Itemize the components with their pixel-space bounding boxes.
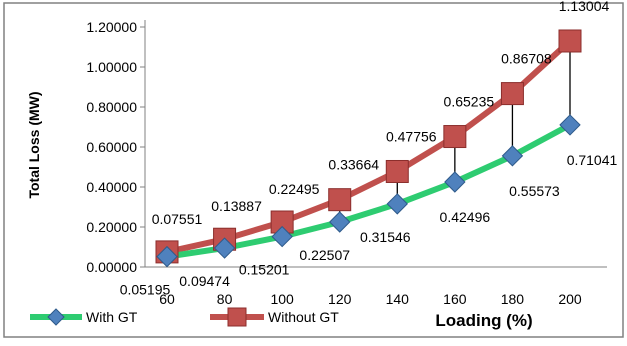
marker-with-gt: [213, 237, 236, 259]
legend-label-without-gt: Without GT: [268, 309, 339, 325]
data-label-without-gt: 0.22495: [269, 181, 320, 197]
data-label-without-gt: 0.07551: [152, 211, 203, 227]
legend-marker-with-gt: [47, 308, 65, 326]
marker-without-gt: [500, 82, 524, 106]
chart-border: [3, 2, 624, 338]
x-tick-label: 160: [443, 291, 467, 307]
marker-with-gt: [501, 145, 524, 167]
x-tick-label: 60: [159, 291, 175, 307]
x-tick-label: 140: [386, 291, 410, 307]
y-tick-label: 0.80000: [86, 99, 137, 115]
legend-marker-without-gt: [227, 307, 247, 327]
marker-without-gt: [443, 125, 467, 149]
data-label-without-gt: 0.47756: [386, 128, 437, 144]
y-axis-label: Total Loss (MW): [26, 91, 42, 198]
y-tick-label: 0.20000: [86, 219, 137, 235]
x-tick-label: 100: [270, 291, 294, 307]
data-label-without-gt: 0.86708: [501, 51, 552, 67]
marker-with-gt: [156, 245, 178, 268]
marker-with-gt: [386, 193, 408, 215]
x-tick-label: 120: [328, 291, 352, 307]
x-tick-label: 80: [217, 291, 233, 307]
legend-label-with-gt: With GT: [86, 309, 138, 325]
data-label-without-gt: 0.33664: [328, 157, 379, 173]
y-tick-group: 0.00000 0.20000 0.40000 0.60000 0.80000 1.000…: [86, 19, 145, 275]
marker-with-gt: [444, 171, 466, 193]
data-label-with-gt: 0.71041: [567, 152, 618, 168]
data-label-with-gt: 0.31546: [360, 229, 411, 245]
marker-without-gt: [558, 29, 582, 53]
data-label-without-gt: 1.13004: [559, 0, 610, 14]
data-label-with-gt: 0.15201: [239, 262, 290, 278]
x-tick-group: 60 80 100 120 140 160 180 200: [159, 291, 582, 307]
marker-without-gt: [328, 188, 352, 212]
y-tick-label: 1.00000: [86, 59, 137, 75]
data-label-without-gt: 0.65235: [444, 94, 495, 110]
data-label-with-gt: 0.09474: [179, 273, 230, 289]
data-label-with-gt: 0.42496: [440, 209, 491, 225]
y-tick-label: 0.40000: [86, 179, 137, 195]
legend: With GT Without GT: [30, 307, 339, 327]
marker-with-gt: [271, 225, 293, 248]
x-tick-label: 200: [558, 291, 582, 307]
data-labels: 0.07551 0.13887 0.22495 0.33664 0.47756 0.652…: [120, 0, 618, 298]
data-label-with-gt: 0.05195: [120, 282, 171, 298]
marker-without-gt: [385, 159, 409, 183]
x-tick-label: 180: [501, 291, 525, 307]
series-markers: [155, 29, 582, 268]
y-tick-label: 0.00000: [86, 259, 137, 275]
data-label-with-gt: 0.55573: [509, 183, 560, 199]
data-label-without-gt: 0.13887: [211, 198, 262, 214]
y-tick-label: 0.60000: [86, 139, 137, 155]
y-tick-label: 1.20000: [86, 19, 137, 35]
x-axis-label: Loading (%): [435, 311, 532, 330]
marker-with-gt: [559, 114, 581, 136]
marker-with-gt: [329, 211, 351, 233]
data-label-with-gt: 0.22507: [299, 247, 350, 263]
